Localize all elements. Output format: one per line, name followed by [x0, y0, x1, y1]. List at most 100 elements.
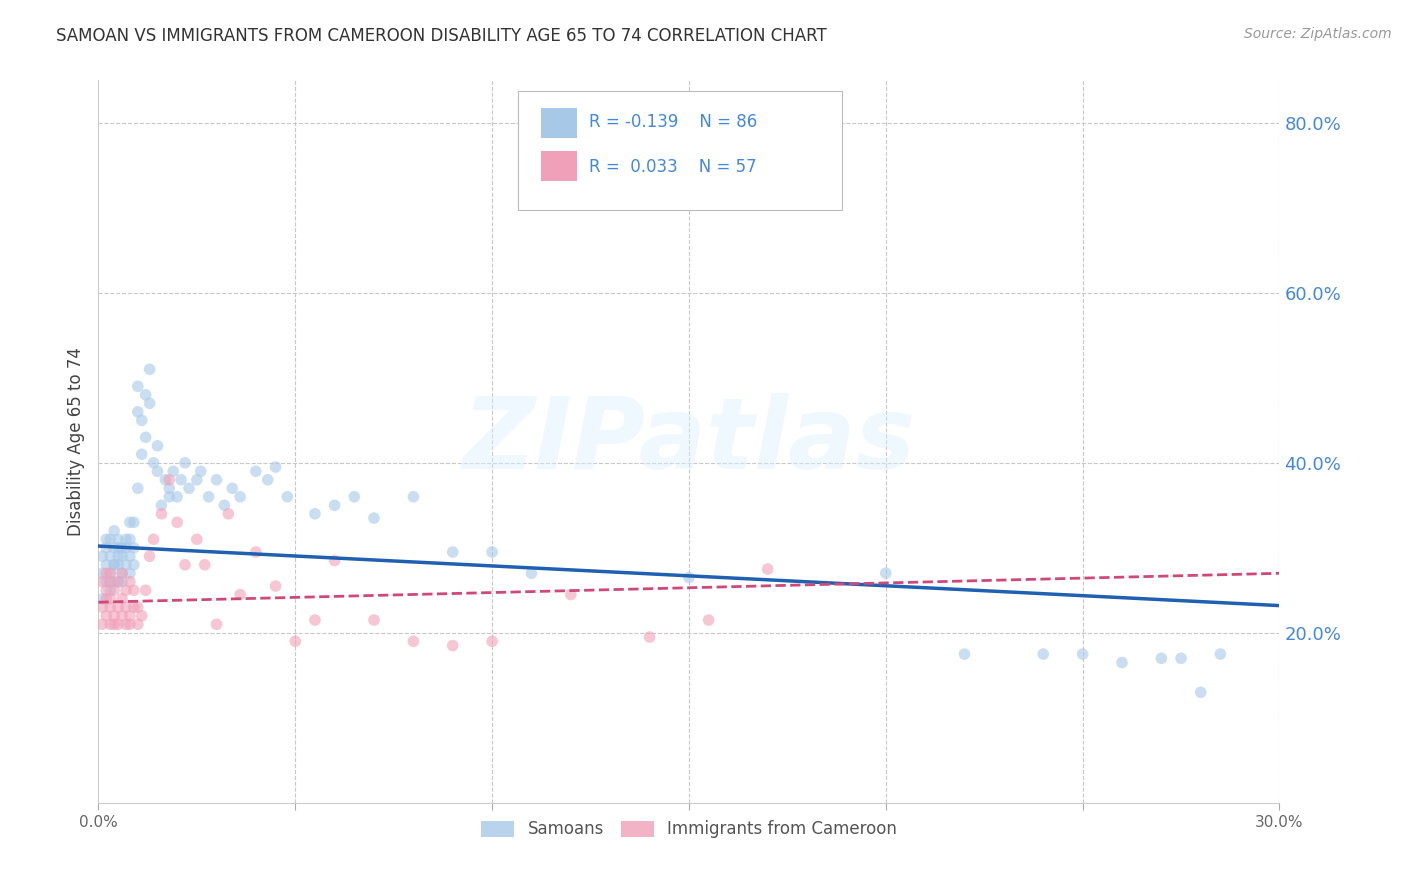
Point	[194, 558, 217, 572]
Point	[91, 549, 114, 564]
Point	[103, 608, 125, 623]
Point	[118, 533, 141, 547]
Point	[1111, 656, 1133, 670]
Point	[122, 516, 145, 530]
Point	[98, 591, 121, 606]
Point	[111, 608, 134, 623]
Point	[96, 566, 118, 581]
Point	[107, 574, 129, 589]
Point	[638, 630, 661, 644]
Point	[284, 634, 307, 648]
Point	[756, 562, 779, 576]
Point	[177, 481, 200, 495]
Point	[96, 533, 118, 547]
Point	[138, 396, 160, 410]
Point	[697, 613, 720, 627]
Y-axis label: Disability Age 65 to 74: Disability Age 65 to 74	[66, 347, 84, 536]
Point	[323, 498, 346, 512]
Point	[127, 379, 149, 393]
Point	[256, 473, 278, 487]
Point	[441, 639, 464, 653]
Text: ZIPatlas: ZIPatlas	[463, 393, 915, 490]
Point	[118, 574, 141, 589]
Point	[197, 490, 219, 504]
Point	[107, 574, 129, 589]
Point	[264, 579, 287, 593]
Point	[103, 541, 125, 555]
Point	[1071, 647, 1094, 661]
Point	[96, 574, 118, 589]
Point	[115, 541, 138, 555]
Point	[98, 566, 121, 581]
Point	[96, 591, 118, 606]
Point	[103, 558, 125, 572]
Point	[91, 591, 114, 606]
Point	[304, 507, 326, 521]
Point	[1209, 647, 1232, 661]
Point	[162, 464, 184, 478]
Point	[122, 583, 145, 598]
Point	[264, 460, 287, 475]
Point	[155, 473, 177, 487]
Point	[363, 511, 385, 525]
Point	[91, 566, 114, 581]
Point	[875, 566, 897, 581]
Point	[678, 570, 700, 584]
Point	[343, 490, 366, 504]
Point	[953, 647, 976, 661]
Point	[304, 613, 326, 627]
Point	[91, 617, 114, 632]
Point	[170, 473, 193, 487]
Point	[174, 456, 197, 470]
Point	[98, 574, 121, 589]
Point	[103, 524, 125, 538]
Point	[135, 430, 157, 444]
Point	[560, 588, 582, 602]
Point	[1032, 647, 1054, 661]
Point	[107, 558, 129, 572]
Point	[1150, 651, 1173, 665]
Text: R =  0.033    N = 57: R = 0.033 N = 57	[589, 158, 756, 176]
Point	[205, 617, 228, 632]
Point	[146, 439, 169, 453]
Point	[217, 507, 239, 521]
Point	[127, 481, 149, 495]
Point	[91, 574, 114, 589]
Point	[127, 600, 149, 615]
Point	[245, 464, 267, 478]
Point	[111, 591, 134, 606]
Point	[107, 600, 129, 615]
Point	[111, 549, 134, 564]
Point	[96, 541, 118, 555]
Point	[107, 549, 129, 564]
Point	[1170, 651, 1192, 665]
Point	[150, 507, 173, 521]
Point	[98, 566, 121, 581]
Point	[186, 533, 208, 547]
Point	[118, 566, 141, 581]
Point	[166, 516, 188, 530]
Point	[115, 558, 138, 572]
Point	[115, 600, 138, 615]
Point	[186, 473, 208, 487]
Point	[111, 574, 134, 589]
Point	[131, 413, 153, 427]
Point	[229, 490, 252, 504]
Point	[138, 549, 160, 564]
Point	[111, 566, 134, 581]
Point	[166, 490, 188, 504]
Point	[98, 533, 121, 547]
Point	[118, 608, 141, 623]
Point	[96, 583, 118, 598]
Point	[221, 481, 243, 495]
Point	[276, 490, 298, 504]
Point	[107, 541, 129, 555]
Point	[520, 566, 543, 581]
Point	[111, 541, 134, 555]
Point	[229, 588, 252, 602]
Legend: Samoans, Immigrants from Cameroon: Samoans, Immigrants from Cameroon	[474, 814, 904, 845]
Point	[122, 541, 145, 555]
Point	[190, 464, 212, 478]
Point	[1189, 685, 1212, 699]
Point	[118, 617, 141, 632]
